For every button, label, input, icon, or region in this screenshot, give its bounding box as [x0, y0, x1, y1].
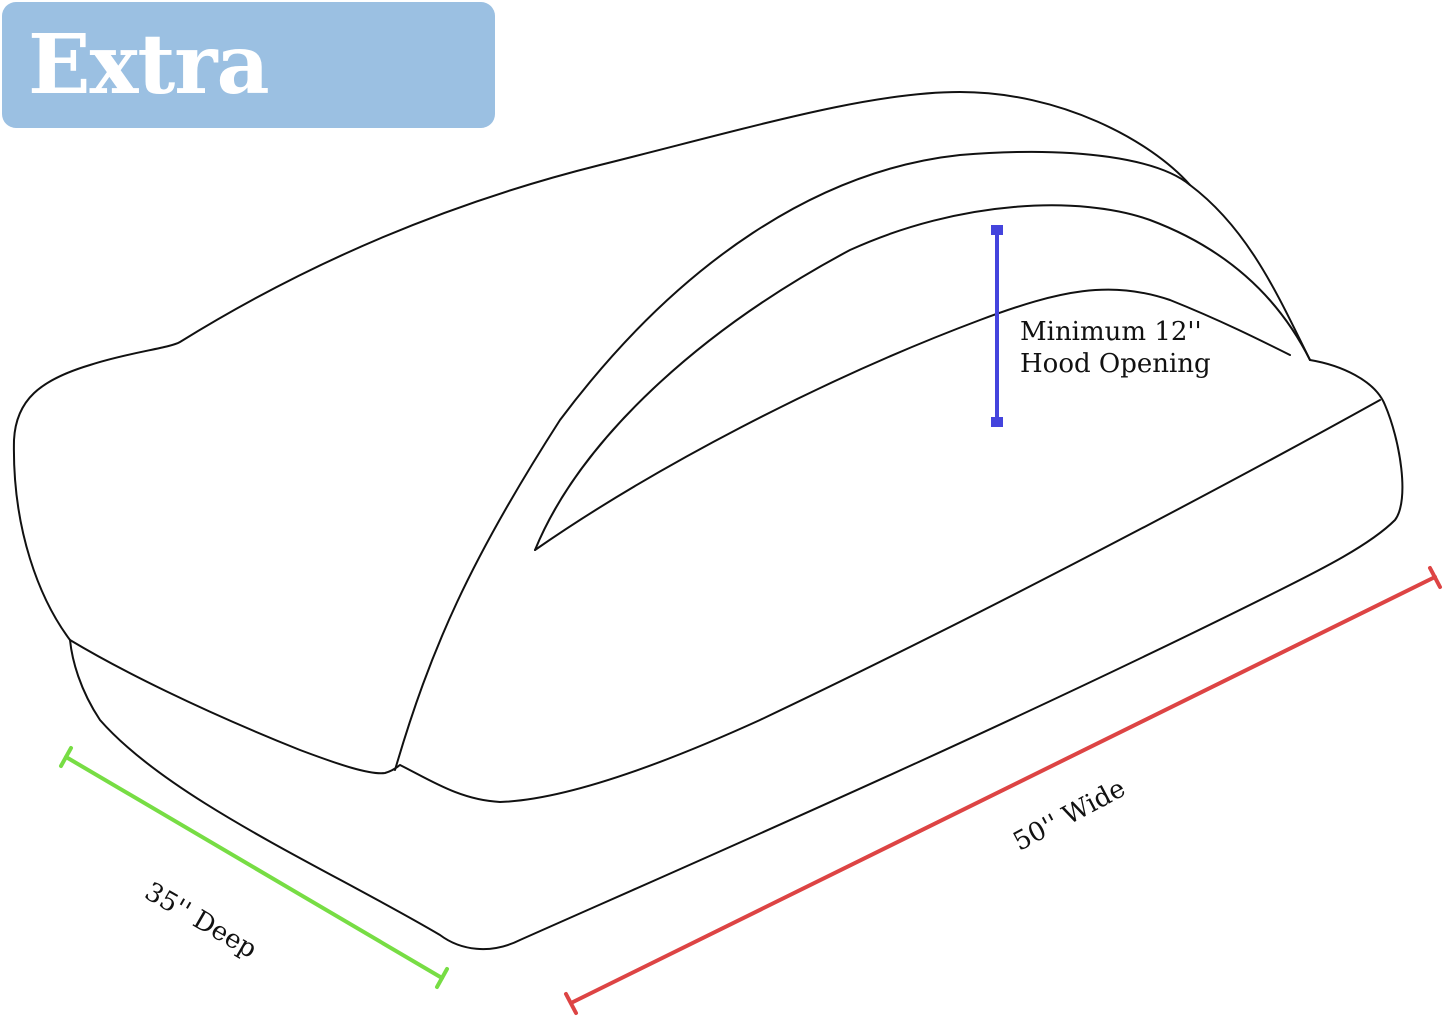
size-badge-label: Extra Large: [28, 17, 288, 223]
depth-dimension-line: [59, 746, 449, 989]
hood-opening-label: Minimum 12'' Hood Opening: [1020, 316, 1211, 380]
cushion-front-edge: [69, 399, 1381, 804]
hood-front-edge: [394, 150, 1191, 771]
size-badge: Extra Large: [2, 2, 495, 223]
bed-outer-outline: [12, 90, 1404, 951]
hood-opening-edge: [534, 204, 1311, 551]
cushion-back-edge: [534, 288, 1291, 551]
width-dimension-line: [564, 566, 1442, 1015]
hood-label-line1: Minimum 12'': [1020, 317, 1202, 347]
hood-dimension-line: [991, 225, 1003, 427]
hood-label-line2: Hood Opening: [1020, 349, 1211, 379]
